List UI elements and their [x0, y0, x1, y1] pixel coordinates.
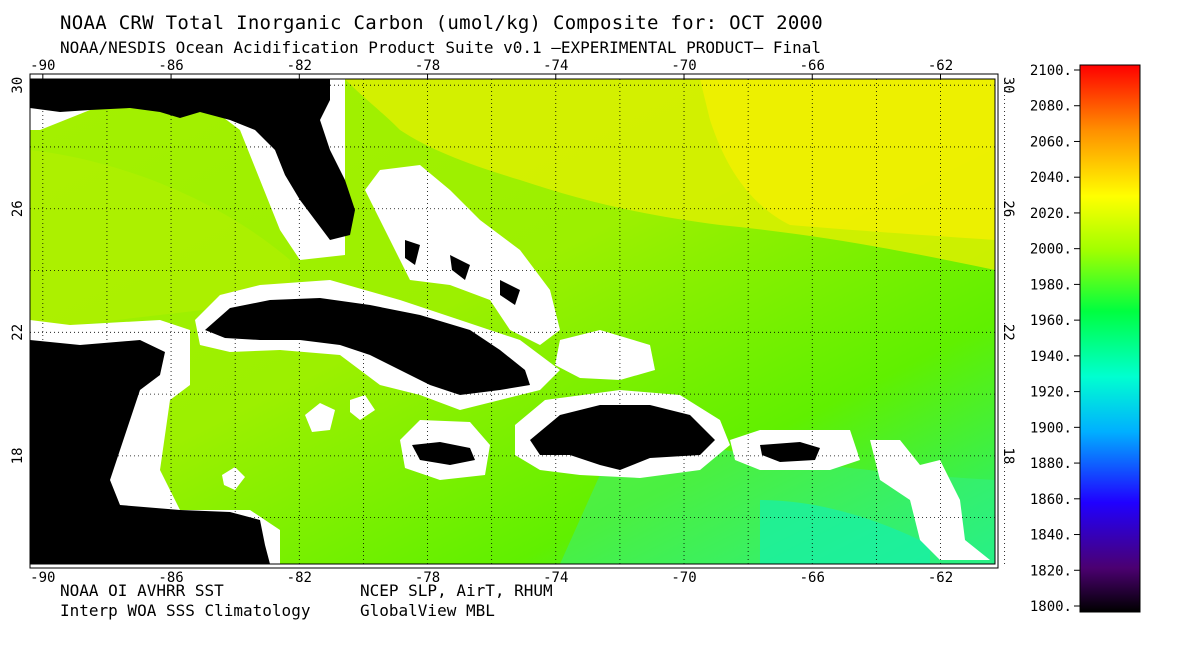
colorbar-tick-label: 2080.	[1030, 99, 1072, 115]
lon-tick-label-bottom: -78	[415, 570, 440, 586]
lat-tick-label-right: 30	[1000, 77, 1016, 94]
land-puerto-rico	[760, 442, 820, 462]
map-grid	[30, 79, 1006, 564]
lon-tick-label-top: -78	[415, 58, 440, 74]
land-hispaniola	[530, 405, 715, 470]
lat-tick-label-right: 22	[1000, 324, 1016, 341]
colorbar-tick-label: 1900.	[1030, 420, 1072, 436]
lat-tick-label-left: 22	[10, 324, 26, 341]
land-cuba	[205, 298, 530, 395]
lon-tick-label-top: -66	[800, 58, 825, 74]
ocean-field-gulf	[30, 150, 290, 330]
land-bahamas	[405, 240, 520, 305]
colorbar-tick-label: 2020.	[1030, 206, 1072, 222]
lon-tick-label-bottom: -70	[671, 570, 696, 586]
colorbar-tick-label: 2000.	[1030, 242, 1072, 258]
colorbar-tick-label: 2040.	[1030, 170, 1072, 186]
map-frame-inner	[29, 78, 996, 565]
map-title: NOAA CRW Total Inorganic Carbon (umol/kg…	[60, 12, 824, 34]
lon-tick-label-bottom: -82	[287, 570, 312, 586]
colorbar-tick-label: 1820.	[1030, 563, 1072, 579]
lon-tick-label-bottom: -74	[543, 570, 568, 586]
colorbar-tick-label: 1960.	[1030, 313, 1072, 329]
lon-tick-label-bottom: -66	[800, 570, 825, 586]
lon-tick-label-bottom: -62	[928, 570, 953, 586]
lon-tick-label-top: -86	[158, 58, 183, 74]
colorbar-tick-label: 2100.	[1030, 63, 1072, 79]
colorbar-gradient	[1079, 64, 1141, 613]
land-mexico-central-america	[30, 340, 270, 564]
source-ncep: NCEP SLP, AirT, RHUM	[360, 581, 553, 600]
lon-tick-label-top: -90	[30, 58, 55, 74]
colorbar-tick-label: 1840.	[1030, 528, 1072, 544]
colorbar-tick-label: 1980.	[1030, 277, 1072, 293]
colorbar-tick-label: 1940.	[1030, 349, 1072, 365]
ocean-field-peak	[700, 79, 995, 240]
lat-tick-label-left: 18	[10, 447, 26, 464]
lon-tick-label-top: -62	[928, 58, 953, 74]
lon-axis: -90 -90 -86 -86 -82 -82 -78 -78 -74 -74 -70 -70 -66 -…	[30, 58, 953, 586]
map-subtitle: NOAA/NESDIS Ocean Acidification Product …	[60, 38, 821, 57]
source-globalview: GlobalView MBL	[360, 601, 495, 620]
lat-tick-label-left: 30	[10, 77, 26, 94]
lon-tick-label-bottom: -86	[158, 570, 183, 586]
lat-tick-label-right: 26	[1000, 200, 1016, 217]
lat-tick-label-right: 18	[1000, 447, 1016, 464]
colorbar-tick-label: 1800.	[1030, 599, 1072, 615]
lat-axis: 30 30 26 26 22 22 18 18	[10, 77, 1016, 465]
colorbar-tick-label: 2060.	[1030, 134, 1072, 150]
lon-tick-label-top: -82	[287, 58, 312, 74]
colorbar-tick-label: 1880.	[1030, 456, 1072, 472]
colorbar-tick-label: 1860.	[1030, 492, 1072, 508]
lon-tick-label-bottom: -90	[30, 570, 55, 586]
source-sss: Interp WOA SSS Climatology	[60, 601, 311, 620]
land-florida-us	[30, 79, 355, 240]
ocean-field-cyan	[760, 500, 930, 564]
lon-tick-label-top: -70	[671, 58, 696, 74]
lat-tick-label-left: 26	[10, 200, 26, 217]
landmass	[30, 79, 820, 564]
source-sst: NOAA OI AVHRR SST	[60, 581, 224, 600]
colorbar-ticks: 2100. 2080. 2060. 2040. 2020. 2000. 1980. 1960.…	[1030, 63, 1080, 615]
map-body	[30, 79, 995, 564]
lon-tick-label-top: -74	[543, 58, 568, 74]
colorbar-tick-label: 1920.	[1030, 385, 1072, 401]
